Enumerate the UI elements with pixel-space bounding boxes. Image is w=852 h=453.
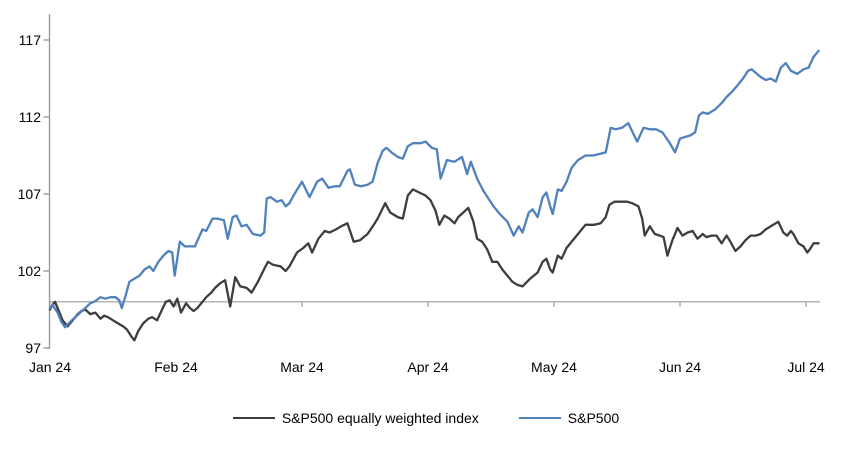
legend-label-equal-weighted: S&P500 equally weighted index: [281, 410, 479, 426]
y-axis-tick-label: 117: [19, 32, 42, 48]
legend-line-swatch-equal-weighted: [232, 417, 275, 419]
x-axis-tick-label: Feb 24: [154, 359, 198, 375]
y-axis-tick-label: 107: [18, 186, 42, 202]
x-axis-tick-label: Jun 24: [659, 359, 701, 375]
chart-legend: S&P500 equally weighted index S&P500: [0, 410, 852, 426]
y-axis-tick-label: 97: [25, 340, 41, 356]
legend-item-sp500[interactable]: S&P500: [518, 410, 620, 426]
series-line-sp500: [48, 49, 820, 329]
y-axis-tick-label: 102: [18, 263, 42, 279]
x-axis-tick-label: Jan 24: [29, 359, 71, 375]
x-axis-tick-label: Mar 24: [280, 359, 324, 375]
x-axis-tick-label: May 24: [531, 359, 577, 375]
x-axis-tick-label: Jul 24: [787, 359, 825, 375]
series-line-equal-weighted: [48, 188, 820, 342]
legend-item-equal-weighted[interactable]: S&P500 equally weighted index: [232, 410, 479, 426]
legend-label-sp500: S&P500: [567, 410, 620, 426]
x-axis-tick-label: Apr 24: [407, 359, 448, 375]
y-axis-tick-label: 112: [19, 109, 42, 125]
legend-line-swatch-sp500: [518, 417, 561, 419]
